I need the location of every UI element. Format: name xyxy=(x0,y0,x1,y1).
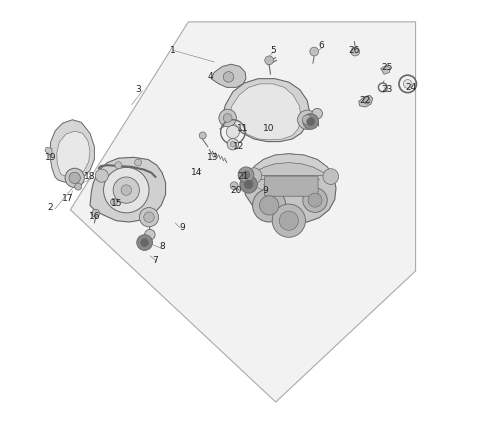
Circle shape xyxy=(135,159,142,166)
Circle shape xyxy=(252,189,286,222)
Text: 5: 5 xyxy=(270,46,276,55)
Circle shape xyxy=(310,47,318,56)
Polygon shape xyxy=(249,154,333,177)
Circle shape xyxy=(95,169,108,182)
Polygon shape xyxy=(90,157,166,222)
Polygon shape xyxy=(381,66,390,74)
Text: 4: 4 xyxy=(208,72,213,81)
Text: 3: 3 xyxy=(135,85,141,94)
Circle shape xyxy=(265,56,273,65)
Circle shape xyxy=(363,97,370,104)
Text: 21: 21 xyxy=(237,173,249,181)
Polygon shape xyxy=(229,84,301,140)
Circle shape xyxy=(65,168,84,187)
Circle shape xyxy=(244,180,253,189)
Circle shape xyxy=(230,142,236,147)
Circle shape xyxy=(111,198,118,205)
Circle shape xyxy=(115,162,122,169)
Circle shape xyxy=(223,114,232,122)
Text: 13: 13 xyxy=(207,153,218,162)
Circle shape xyxy=(75,183,82,190)
Text: 9: 9 xyxy=(262,186,267,194)
Circle shape xyxy=(69,172,80,184)
Polygon shape xyxy=(245,154,336,224)
Text: 17: 17 xyxy=(62,194,74,203)
Circle shape xyxy=(307,118,314,125)
Text: 16: 16 xyxy=(89,212,100,221)
Text: 11: 11 xyxy=(237,125,249,133)
Text: 12: 12 xyxy=(233,142,245,151)
Text: 23: 23 xyxy=(381,85,393,94)
Text: 2: 2 xyxy=(48,203,53,212)
Circle shape xyxy=(219,109,237,127)
Text: 24: 24 xyxy=(406,83,417,92)
Circle shape xyxy=(302,115,312,125)
Circle shape xyxy=(297,110,317,129)
Circle shape xyxy=(139,208,159,227)
Text: 7: 7 xyxy=(153,256,158,264)
Circle shape xyxy=(145,229,155,240)
Polygon shape xyxy=(57,131,90,177)
Circle shape xyxy=(199,132,206,139)
Text: 14: 14 xyxy=(192,168,203,177)
Circle shape xyxy=(144,212,154,222)
Circle shape xyxy=(223,72,234,82)
Text: 8: 8 xyxy=(159,243,165,251)
Text: 10: 10 xyxy=(263,125,275,133)
Circle shape xyxy=(303,188,327,212)
Text: 26: 26 xyxy=(349,46,360,55)
Text: 9: 9 xyxy=(179,223,185,232)
Text: 6: 6 xyxy=(319,42,324,50)
Polygon shape xyxy=(99,170,142,207)
Polygon shape xyxy=(221,79,310,142)
Circle shape xyxy=(92,209,100,217)
Text: 15: 15 xyxy=(110,199,122,208)
Polygon shape xyxy=(359,95,373,107)
Circle shape xyxy=(246,168,262,184)
Circle shape xyxy=(403,80,412,88)
Circle shape xyxy=(113,177,139,203)
Circle shape xyxy=(141,239,149,246)
Circle shape xyxy=(323,169,339,184)
Circle shape xyxy=(303,114,318,129)
Polygon shape xyxy=(45,147,52,155)
Circle shape xyxy=(312,108,322,119)
Circle shape xyxy=(227,125,240,139)
Circle shape xyxy=(227,139,239,150)
Text: 19: 19 xyxy=(45,153,56,162)
FancyBboxPatch shape xyxy=(264,176,318,196)
Circle shape xyxy=(279,211,298,230)
Polygon shape xyxy=(211,64,246,87)
Circle shape xyxy=(230,182,238,190)
Circle shape xyxy=(121,185,132,195)
Circle shape xyxy=(103,167,149,213)
Polygon shape xyxy=(70,22,416,402)
Text: 25: 25 xyxy=(381,63,393,72)
Circle shape xyxy=(259,196,279,215)
Circle shape xyxy=(351,47,360,56)
Circle shape xyxy=(240,176,257,193)
Circle shape xyxy=(242,171,250,179)
Circle shape xyxy=(137,235,153,250)
Text: 22: 22 xyxy=(360,96,371,105)
Circle shape xyxy=(272,204,305,237)
Text: 1: 1 xyxy=(170,46,176,55)
Text: 18: 18 xyxy=(84,173,96,181)
Circle shape xyxy=(308,193,322,207)
Circle shape xyxy=(238,167,254,183)
Polygon shape xyxy=(50,120,94,182)
Text: 20: 20 xyxy=(231,186,242,194)
